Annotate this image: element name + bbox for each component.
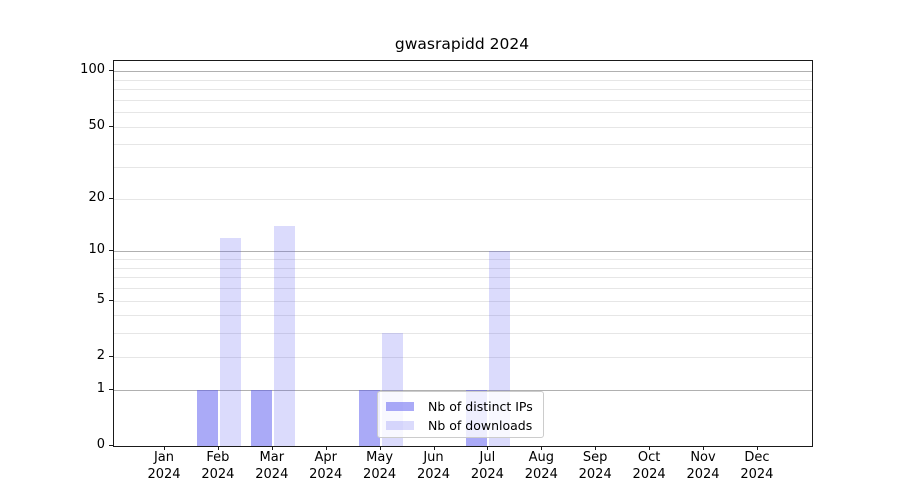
x-tick-mark bbox=[271, 446, 273, 450]
legend-item-downloads: Nb of downloads bbox=[378, 416, 543, 435]
y-tick-label: 0 bbox=[96, 437, 105, 452]
bar-distinct-ips-feb bbox=[196, 389, 218, 446]
x-tick-mark bbox=[541, 446, 543, 450]
gridline-minor bbox=[114, 277, 812, 279]
legend-label: Nb of distinct IPs bbox=[428, 399, 533, 414]
y-tick-label: 1 bbox=[96, 380, 105, 396]
legend-swatch-distinct-ips-icon bbox=[386, 402, 414, 411]
gridline-major bbox=[114, 71, 812, 73]
plot-area bbox=[113, 60, 813, 447]
gridline-minor bbox=[114, 112, 812, 114]
x-tick-label-aug: Aug 2024 bbox=[524, 450, 558, 482]
gridline-minor bbox=[114, 198, 812, 200]
legend-item-distinct-ips: Nb of distinct IPs bbox=[378, 397, 543, 416]
legend: Nb of distinct IPs Nb of downloads bbox=[377, 391, 544, 438]
gridline-minor bbox=[114, 267, 812, 269]
y-tick-label: 10 bbox=[88, 242, 105, 258]
x-tick-mark bbox=[217, 446, 219, 450]
gridline-major bbox=[114, 251, 812, 253]
bar-distinct-ips-may bbox=[358, 389, 380, 446]
bar-downloads-feb bbox=[219, 237, 241, 446]
x-tick-mark bbox=[487, 446, 489, 450]
y-tick-label: 100 bbox=[80, 62, 105, 78]
x-tick-mark bbox=[595, 446, 597, 450]
gridline-minor bbox=[114, 89, 812, 91]
x-tick-mark bbox=[649, 446, 651, 450]
x-tick-label-feb: Feb 2024 bbox=[201, 450, 235, 482]
y-tick-label: 50 bbox=[88, 117, 105, 133]
x-tick-label-jul: Jul 2024 bbox=[470, 450, 504, 482]
x-tick-mark bbox=[325, 446, 327, 450]
x-tick-label-jun: Jun 2024 bbox=[416, 450, 451, 482]
gridline-minor bbox=[114, 300, 812, 302]
y-tick-mark bbox=[109, 70, 113, 72]
gridline-minor bbox=[114, 167, 812, 169]
bar-downloads-mar bbox=[273, 226, 295, 446]
gridline-minor bbox=[114, 259, 812, 261]
y-tick-label: 20 bbox=[88, 189, 105, 205]
gridline-minor bbox=[114, 333, 812, 335]
gridline-minor bbox=[114, 356, 812, 358]
x-tick-mark bbox=[703, 446, 704, 450]
x-tick-label-jan: Jan 2024 bbox=[147, 450, 181, 482]
y-tick-label: 5 bbox=[96, 291, 105, 307]
gridline-minor bbox=[114, 79, 812, 81]
gridline-minor bbox=[114, 126, 812, 128]
gridline-minor bbox=[114, 315, 812, 317]
x-tick-mark bbox=[164, 446, 165, 450]
x-tick-mark bbox=[433, 446, 435, 450]
x-tick-label-sep: Sep 2024 bbox=[578, 450, 612, 482]
y-tick-mark bbox=[109, 125, 113, 127]
y-tick-mark bbox=[109, 355, 113, 357]
y-tick-mark bbox=[109, 388, 113, 390]
chart-title: gwasrapidd 2024 bbox=[394, 35, 530, 53]
gridline-minor bbox=[114, 144, 812, 146]
y-tick-mark bbox=[109, 299, 113, 301]
x-tick-label-dec: Dec 2024 bbox=[740, 450, 774, 482]
y-tick-label: 2 bbox=[96, 347, 105, 363]
x-tick-label-apr: Apr 2024 bbox=[309, 450, 343, 482]
gridline-major bbox=[114, 389, 812, 391]
y-tick-mark bbox=[109, 197, 113, 199]
x-tick-label-oct: Oct 2024 bbox=[632, 450, 666, 482]
y-tick-mark bbox=[109, 445, 113, 446]
x-tick-mark bbox=[756, 446, 758, 450]
x-tick-label-nov: Nov 2024 bbox=[686, 450, 720, 482]
y-tick-mark bbox=[109, 250, 113, 252]
x-tick-label-may: May 2024 bbox=[363, 450, 397, 482]
bar-distinct-ips-mar bbox=[250, 389, 272, 446]
legend-swatch-downloads-icon bbox=[386, 421, 414, 430]
gridline-minor bbox=[114, 288, 812, 289]
legend-label: Nb of downloads bbox=[428, 418, 533, 433]
x-tick-label-mar: Mar 2024 bbox=[255, 450, 289, 482]
x-tick-mark bbox=[379, 446, 381, 450]
gridline-minor bbox=[114, 99, 812, 101]
